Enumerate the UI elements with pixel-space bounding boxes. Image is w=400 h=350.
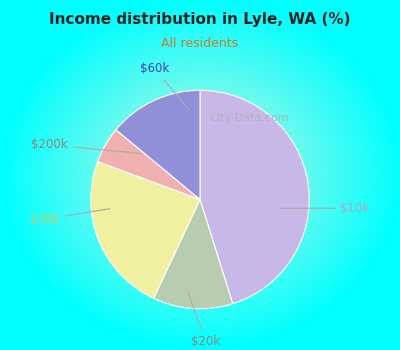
Text: $20k: $20k xyxy=(188,292,220,348)
Text: $30k: $30k xyxy=(30,209,110,226)
Wedge shape xyxy=(154,199,233,309)
Wedge shape xyxy=(200,90,309,304)
Text: $60k: $60k xyxy=(140,62,190,110)
Wedge shape xyxy=(91,162,200,298)
Wedge shape xyxy=(98,130,200,199)
Text: City-Data.com: City-Data.com xyxy=(209,113,289,122)
Text: $10k: $10k xyxy=(279,202,370,215)
Text: Income distribution in Lyle, WA (%): Income distribution in Lyle, WA (%) xyxy=(49,12,351,27)
Text: All residents: All residents xyxy=(162,37,238,50)
Wedge shape xyxy=(116,90,200,199)
Text: $200k: $200k xyxy=(31,138,140,153)
